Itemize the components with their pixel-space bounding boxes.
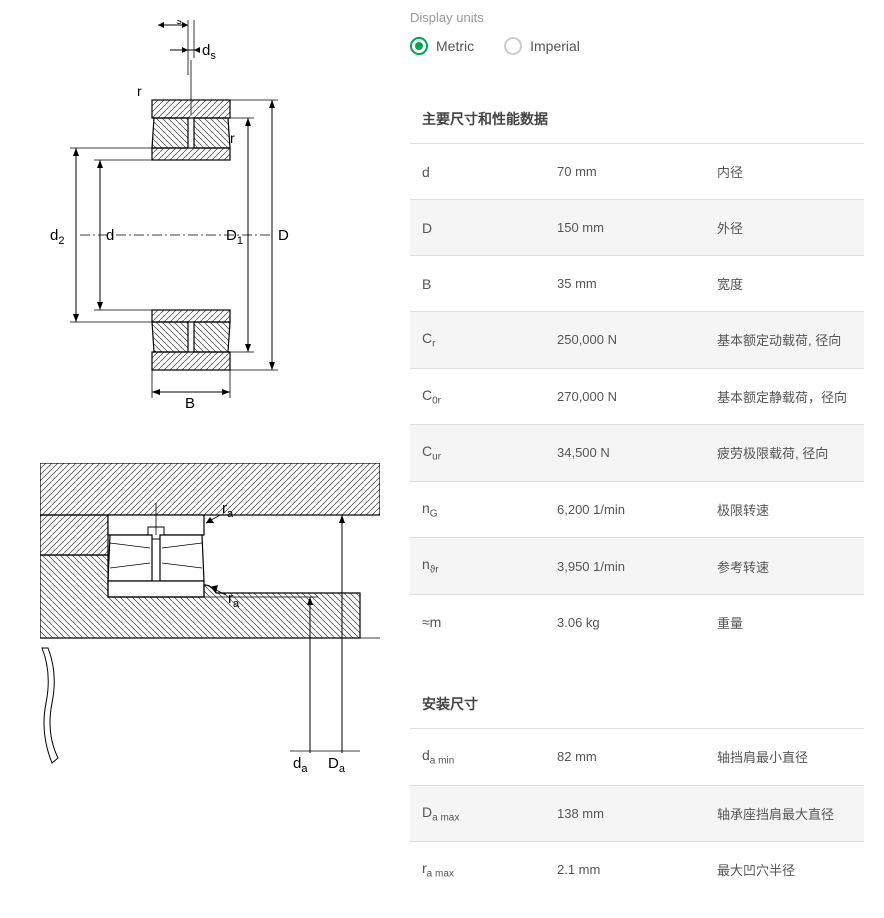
symbol-cell: ra max — [410, 842, 545, 898]
imperial-radio[interactable]: Imperial — [504, 37, 580, 55]
table-row: Cur34,500 N疲劳极限载荷, 径向 — [410, 425, 864, 482]
svg-text:r: r — [230, 130, 235, 146]
svg-text:d2: d2 — [50, 227, 64, 247]
value-cell: 6,200 1/min — [545, 481, 705, 538]
imperial-label: Imperial — [530, 38, 580, 54]
value-cell: 35 mm — [545, 256, 705, 312]
symbol-cell: C0r — [410, 368, 545, 425]
bearing-cross-section-diagram: ns ds r r — [40, 20, 390, 413]
radio-icon — [410, 37, 428, 55]
description-cell: 轴承座挡肩最大直径 — [705, 785, 864, 842]
description-cell: 极限转速 — [705, 481, 864, 538]
value-cell: 70 mm — [545, 144, 705, 200]
value-cell: 2.1 mm — [545, 842, 705, 898]
table-row: ≈m3.06 kg重量 — [410, 594, 864, 650]
value-cell: 82 mm — [545, 728, 705, 785]
section2-title: 安装尺寸 — [410, 680, 864, 728]
svg-text:D: D — [278, 227, 289, 244]
symbol-cell: Da max — [410, 785, 545, 842]
symbol-cell: Cur — [410, 425, 545, 482]
table-row: d70 mm内径 — [410, 144, 864, 200]
svg-text:ns: ns — [168, 20, 182, 27]
description-cell: 轴挡肩最小直径 — [705, 728, 864, 785]
radio-icon — [504, 37, 522, 55]
value-cell: 138 mm — [545, 785, 705, 842]
svg-text:r: r — [137, 83, 142, 99]
svg-text:ds: ds — [202, 42, 216, 62]
symbol-cell: nG — [410, 481, 545, 538]
value-cell: 3,950 1/min — [545, 538, 705, 595]
svg-text:D1: D1 — [226, 227, 243, 247]
svg-text:da: da — [293, 755, 308, 773]
description-cell: 外径 — [705, 200, 864, 256]
mounting-dimensions-table: da min82 mm轴挡肩最小直径Da max138 mm轴承座挡肩最大直径r… — [410, 728, 864, 898]
description-cell: 基本额定静载荷，径向 — [705, 368, 864, 425]
symbol-cell: Cr — [410, 312, 545, 369]
description-cell: 最大凹穴半径 — [705, 842, 864, 898]
symbol-cell: ≈m — [410, 594, 545, 650]
table-row: D150 mm外径 — [410, 200, 864, 256]
metric-radio[interactable]: Metric — [410, 37, 474, 55]
table-row: C0r270,000 N基本额定静载荷，径向 — [410, 368, 864, 425]
symbol-cell: D — [410, 200, 545, 256]
value-cell: 250,000 N — [545, 312, 705, 369]
table-row: da min82 mm轴挡肩最小直径 — [410, 728, 864, 785]
table-row: ra max2.1 mm最大凹穴半径 — [410, 842, 864, 898]
svg-text:B: B — [185, 395, 195, 410]
section1-title: 主要尺寸和性能数据 — [410, 95, 864, 143]
table-row: nG6,200 1/min极限转速 — [410, 481, 864, 538]
table-row: B35 mm宽度 — [410, 256, 864, 312]
description-cell: 宽度 — [705, 256, 864, 312]
svg-text:Da: Da — [328, 755, 346, 773]
description-cell: 基本额定动载荷, 径向 — [705, 312, 864, 369]
main-dimensions-table: d70 mm内径D150 mm外径B35 mm宽度Cr250,000 N基本额定… — [410, 143, 864, 650]
symbol-cell: B — [410, 256, 545, 312]
description-cell: 参考转速 — [705, 538, 864, 595]
value-cell: 150 mm — [545, 200, 705, 256]
value-cell: 34,500 N — [545, 425, 705, 482]
units-label: Display units — [410, 10, 864, 25]
table-row: Cr250,000 N基本额定动载荷, 径向 — [410, 312, 864, 369]
units-radio-group: Metric Imperial — [410, 37, 864, 55]
description-cell: 疲劳极限载荷, 径向 — [705, 425, 864, 482]
table-row: nϑr3,950 1/min参考转速 — [410, 538, 864, 595]
value-cell: 270,000 N — [545, 368, 705, 425]
metric-label: Metric — [436, 38, 474, 54]
symbol-cell: d — [410, 144, 545, 200]
value-cell: 3.06 kg — [545, 594, 705, 650]
svg-text:d: d — [106, 227, 114, 244]
description-cell: 内径 — [705, 144, 864, 200]
symbol-cell: da min — [410, 728, 545, 785]
table-row: Da max138 mm轴承座挡肩最大直径 — [410, 785, 864, 842]
mounting-dimensions-diagram: ra ra da Da — [40, 463, 390, 776]
description-cell: 重量 — [705, 594, 864, 650]
symbol-cell: nϑr — [410, 538, 545, 595]
